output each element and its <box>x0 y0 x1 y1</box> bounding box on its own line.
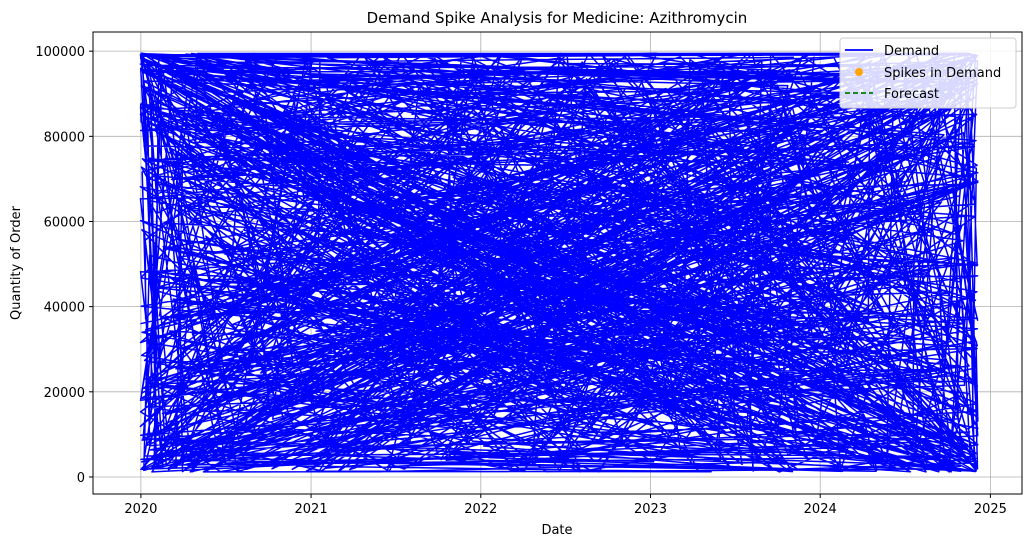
legend-demand-label: Demand <box>884 44 939 59</box>
x-tick-label: 2023 <box>634 502 667 517</box>
plot-frame <box>92 31 1023 495</box>
legend-forecast-label: Forecast <box>884 87 939 102</box>
chart-title: Demand Spike Analysis for Medicine: Azit… <box>367 9 748 27</box>
legend-spikes-label: Spikes in Demand <box>884 66 1001 81</box>
y-tick-label: 100000 <box>35 45 85 60</box>
x-axis-label: Date <box>541 523 572 538</box>
y-axis-label: Quantity of Order <box>9 205 24 320</box>
legend-box <box>839 37 1017 109</box>
legend-spikes-swatch <box>855 68 863 76</box>
y-tick-label: 60000 <box>44 215 85 230</box>
legend: Demand Spikes in Demand Forecast <box>839 37 1017 109</box>
demand-series <box>139 52 979 473</box>
x-tick-label: 2024 <box>804 502 837 517</box>
y-tick-label: 80000 <box>44 130 85 145</box>
x-tick-label: 2020 <box>124 502 157 517</box>
y-tick-label: 0 <box>77 471 85 486</box>
y-tick-label: 40000 <box>44 301 85 316</box>
x-tick-label: 2021 <box>295 502 328 517</box>
x-tick-label: 2022 <box>464 502 497 517</box>
x-tick-label: 2025 <box>974 502 1007 517</box>
y-tick-label: 20000 <box>44 386 85 401</box>
x-axis: 2020 2021 2022 2023 2024 2025 <box>124 494 1007 517</box>
y-axis: 0 20000 40000 60000 80000 100000 <box>35 45 93 486</box>
demand-line <box>139 52 979 473</box>
